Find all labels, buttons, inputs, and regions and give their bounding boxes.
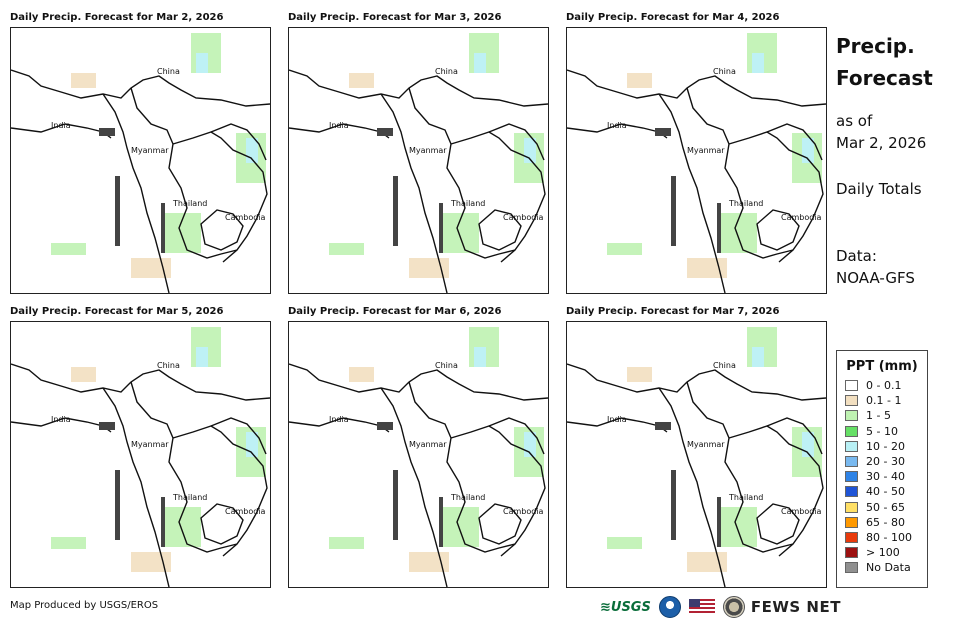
- legend-label: > 100: [866, 546, 900, 560]
- legend-item: 5 - 10: [837, 424, 927, 439]
- legend-swatch: [845, 410, 858, 422]
- legend-label: 80 - 100: [866, 530, 912, 544]
- legend-item: 0 - 0.1: [837, 378, 927, 393]
- map-svg: [11, 32, 270, 293]
- usgs-logo: ≋USGS: [600, 599, 651, 615]
- legend-swatch: [845, 395, 858, 407]
- panel-title: Daily Precip. Forecast for Mar 5, 2026: [10, 306, 224, 317]
- asof-block: as of Mar 2, 2026: [836, 110, 926, 154]
- panel-title: Daily Precip. Forecast for Mar 6, 2026: [288, 306, 502, 317]
- legend-label: 30 - 40: [866, 470, 905, 484]
- legend-item: 0.1 - 1: [837, 393, 927, 408]
- legend-label: 0.1 - 1: [866, 394, 902, 408]
- map-svg: [289, 326, 548, 587]
- asof-line2: Mar 2, 2026: [836, 134, 927, 152]
- map-svg: [11, 326, 270, 587]
- panel-title: Daily Precip. Forecast for Mar 3, 2026: [288, 12, 502, 23]
- data-source-block: Data: NOAA-GFS: [836, 245, 915, 289]
- sidebar-title: Precip. Forecast: [836, 30, 933, 94]
- legend-swatch: [845, 486, 858, 498]
- legend-swatch: [845, 547, 858, 559]
- legend-label: 10 - 20: [866, 439, 905, 453]
- legend-item: 80 - 100: [837, 530, 927, 545]
- title-line2: Forecast: [836, 66, 933, 90]
- noaa-logo-icon: [658, 596, 681, 618]
- fews-net-logo: FEWS NET: [750, 598, 841, 616]
- title-line1: Precip.: [836, 34, 915, 58]
- legend-swatch: [845, 501, 858, 513]
- legend-item: 65 - 80: [837, 515, 927, 530]
- legend-swatch: [845, 471, 858, 483]
- legend-swatch: [845, 562, 858, 574]
- legend-item: 40 - 50: [837, 484, 927, 499]
- legend-label: 1 - 5: [866, 409, 891, 423]
- legend-item: 30 - 40: [837, 469, 927, 484]
- asof-line1: as of: [836, 112, 873, 130]
- forecast-map: [10, 321, 271, 588]
- legend-label: 50 - 65: [866, 500, 905, 514]
- panel-title: Daily Precip. Forecast for Mar 4, 2026: [566, 12, 780, 23]
- legend-swatch: [845, 456, 858, 468]
- legend-label: No Data: [866, 561, 911, 575]
- credit-text: Map Produced by USGS/EROS: [10, 600, 159, 611]
- legend-item: > 100: [837, 545, 927, 560]
- legend-label: 20 - 30: [866, 455, 905, 469]
- legend-item: 50 - 65: [837, 500, 927, 515]
- forecast-map: [566, 321, 827, 588]
- data-line1: Data:: [836, 247, 877, 265]
- map-svg: [567, 326, 826, 587]
- seal-icon: [722, 596, 745, 618]
- legend-label: 0 - 0.1: [866, 379, 902, 393]
- us-flag-icon: [688, 599, 715, 615]
- forecast-map: [288, 27, 549, 294]
- legend-label: 40 - 50: [866, 485, 905, 499]
- panel-title: Daily Precip. Forecast for Mar 2, 2026: [10, 12, 224, 23]
- legend-swatch: [845, 380, 858, 392]
- forecast-map: [566, 27, 827, 294]
- map-svg: [289, 32, 548, 293]
- forecast-map: [10, 27, 271, 294]
- legend-swatch: [845, 440, 858, 452]
- logo-strip: ≋USGS FEWS NET: [600, 595, 841, 619]
- legend-label: 65 - 80: [866, 515, 905, 529]
- legend-item: 10 - 20: [837, 439, 927, 454]
- legend-item: No Data: [837, 560, 927, 575]
- panel-title: Daily Precip. Forecast for Mar 7, 2026: [566, 306, 780, 317]
- totals-text: Daily Totals: [836, 180, 922, 198]
- data-line2: NOAA-GFS: [836, 269, 915, 287]
- legend-label: 5 - 10: [866, 424, 898, 438]
- legend-swatch: [845, 531, 858, 543]
- forecast-map: [288, 321, 549, 588]
- legend-swatch: [845, 516, 858, 528]
- legend-item: 20 - 30: [837, 454, 927, 469]
- map-svg: [567, 32, 826, 293]
- legend-title: PPT (mm): [846, 359, 918, 374]
- legend-item: 1 - 5: [837, 408, 927, 423]
- legend-swatch: [845, 425, 858, 437]
